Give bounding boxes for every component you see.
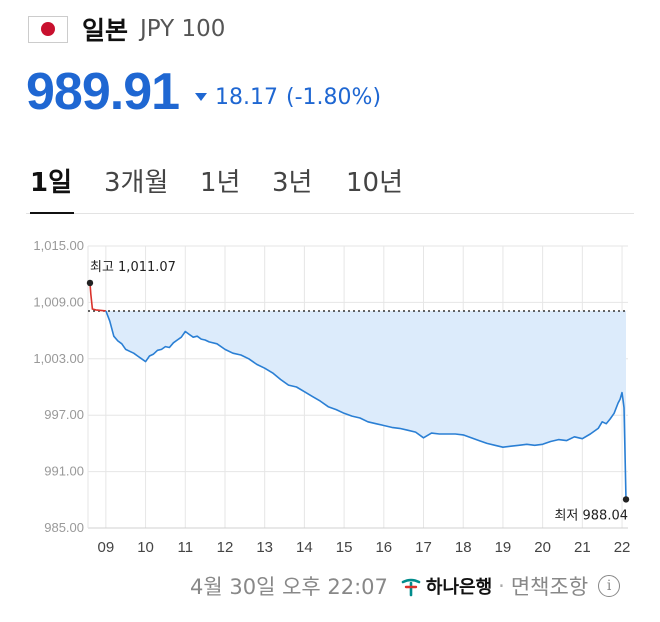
y-tick-label: 1,009.00 bbox=[33, 294, 84, 309]
y-tick-label: 1,015.00 bbox=[33, 238, 84, 253]
tab-3-years[interactable]: 3년 bbox=[272, 168, 313, 198]
currency-header: 일본 JPY 100 bbox=[28, 12, 225, 46]
pre-open-line bbox=[89, 282, 106, 312]
current-rate: 989.91 bbox=[26, 63, 180, 121]
x-tick-label: 20 bbox=[534, 539, 551, 556]
japan-flag-icon bbox=[28, 15, 68, 43]
info-icon[interactable]: i bbox=[598, 575, 621, 597]
x-tick-label: 10 bbox=[137, 539, 154, 556]
x-tick-label: 21 bbox=[574, 539, 591, 556]
low-label: 최저 988.04 bbox=[554, 508, 628, 523]
rate-chart[interactable]: 1,015.00 1,009.00 1,003.00 997.00 991.00 985.… bbox=[0, 236, 660, 568]
x-tick-label: 19 bbox=[495, 539, 512, 556]
hana-bank-logo-icon bbox=[401, 578, 421, 597]
currency-unit: JPY 100 bbox=[140, 16, 226, 42]
price-row: 989.91 18.17 (-1.80%) bbox=[26, 62, 381, 122]
x-tick-label: 11 bbox=[177, 539, 193, 556]
update-timestamp: 4월 30일 오후 22:07 bbox=[190, 575, 388, 599]
x-tick-label: 18 bbox=[455, 539, 472, 556]
tab-1-day[interactable]: 1일 bbox=[30, 160, 74, 214]
y-tick-label: 997.00 bbox=[44, 407, 84, 422]
disclaimer-link[interactable]: 면책조항 bbox=[510, 575, 589, 599]
x-tick-label: 15 bbox=[336, 539, 353, 556]
rate-chart-svg: 1,015.00 1,009.00 1,003.00 997.00 991.00 985.… bbox=[33, 238, 631, 556]
x-tick-label: 16 bbox=[375, 539, 392, 556]
bank-source[interactable]: 하나은행 bbox=[400, 573, 492, 599]
high-point-marker bbox=[86, 279, 94, 287]
tab-1-year[interactable]: 1년 bbox=[200, 168, 241, 198]
x-tick-label: 12 bbox=[217, 539, 234, 556]
bank-name: 하나은행 bbox=[425, 577, 493, 598]
separator: · bbox=[498, 574, 505, 598]
high-label: 최고 1,011.07 bbox=[90, 260, 176, 275]
rate-change: 18.17 (-1.80%) bbox=[195, 85, 381, 110]
country-name: 일본 bbox=[82, 16, 129, 45]
rate-series-line bbox=[105, 310, 627, 500]
y-tick-label: 1,003.00 bbox=[33, 351, 84, 366]
x-tick-label: 14 bbox=[296, 539, 313, 556]
period-tabs: 1일 3개월 1년 3년 10년 bbox=[26, 160, 634, 214]
y-tick-label: 991.00 bbox=[44, 464, 84, 479]
tab-10-years[interactable]: 10년 bbox=[346, 168, 404, 198]
down-triangle-icon bbox=[195, 93, 208, 101]
x-tick-label: 17 bbox=[415, 539, 432, 556]
x-tick-label: 09 bbox=[98, 539, 115, 556]
area-fill bbox=[105, 310, 627, 500]
tab-3-months[interactable]: 3개월 bbox=[104, 168, 169, 198]
footer: 4월 30일 오후 22:07 하나은행 · 면책조항 i bbox=[190, 570, 621, 602]
x-tick-label: 22 bbox=[614, 539, 631, 556]
y-tick-label: 985.00 bbox=[44, 520, 84, 535]
low-point-marker bbox=[622, 496, 630, 503]
change-percent: (-1.80%) bbox=[286, 84, 382, 110]
x-tick-label: 13 bbox=[256, 539, 273, 556]
change-amount: 18.17 bbox=[215, 84, 279, 110]
